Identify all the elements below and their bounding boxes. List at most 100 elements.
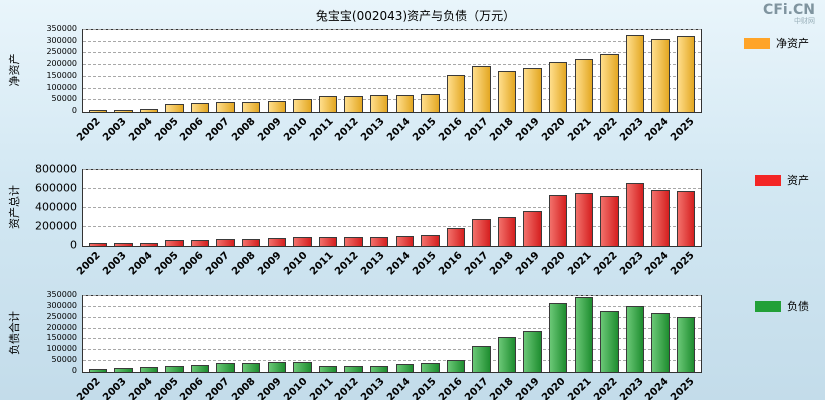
legend-total-liabilities: 负债 [755, 298, 809, 314]
gridline [83, 188, 701, 189]
x-tick-label: 2019 [514, 116, 542, 144]
bar-slot [366, 30, 392, 112]
bar-2022 [600, 53, 619, 112]
bar-slot [290, 296, 316, 372]
bar-slot [673, 30, 699, 112]
bar-2012 [344, 237, 363, 246]
legend-swatch [755, 174, 781, 186]
bar-2014 [395, 94, 414, 112]
bar-slot [341, 30, 367, 112]
bar-2024 [651, 189, 670, 246]
bar-2018 [497, 337, 517, 372]
bar-slot [392, 170, 418, 246]
bar-2017 [472, 345, 491, 372]
bar-slot [187, 296, 213, 372]
bar-slot [315, 296, 341, 372]
bar-slot [187, 30, 213, 112]
x-tick-label: 2021 [566, 116, 594, 144]
site-logo-subtext: 中财网 [794, 16, 815, 25]
bar-slot [520, 296, 546, 372]
bar-slot [85, 296, 111, 372]
y-axis-title-net-assets: 净资产 [6, 29, 22, 111]
bar-slot [469, 30, 495, 112]
legend-net-assets: 净资产 [744, 35, 809, 51]
bar-2013 [369, 95, 389, 112]
x-tick-label: 2012 [333, 116, 362, 144]
bar-2015 [421, 362, 440, 372]
gridline [83, 87, 701, 89]
bar-slot [111, 170, 137, 246]
bar-2012 [344, 95, 363, 112]
y-axis-ticks: 0 50000 100000 150000 200000 250000 300000 3500… [22, 25, 82, 115]
bar-2005 [165, 365, 184, 372]
plot-column: 2002 2003 2004 2005 2006 2007 2008 2009 2010 2011… [75, 169, 702, 277]
x-tick-label: 2022 [591, 376, 620, 400]
bar-2019 [523, 331, 542, 372]
y-tick-label: 50000 [51, 355, 77, 365]
bar-2015 [421, 234, 440, 246]
x-tick-label: 2015 [411, 250, 439, 278]
x-tick-label: 2011 [307, 250, 336, 278]
gridline [83, 295, 701, 296]
bar-2020 [548, 302, 568, 372]
legend-total-assets: 资产 [755, 172, 809, 188]
y-tick-label: 200000 [46, 59, 77, 69]
bar-slot [545, 170, 571, 246]
bar-slot [673, 170, 699, 246]
x-tick-label: 2016 [436, 250, 465, 278]
bar-2003 [114, 243, 133, 246]
x-tick-label: 2009 [256, 116, 284, 144]
bar-2009 [267, 238, 287, 246]
x-tick-label: 2007 [204, 376, 232, 400]
legend-label: 负债 [787, 300, 809, 313]
bar-2009 [267, 101, 287, 112]
y-tick-label: 250000 [46, 47, 77, 57]
bar-slot [520, 30, 546, 112]
bar-2016 [446, 227, 466, 246]
x-tick-label: 2009 [256, 250, 284, 278]
x-tick-label: 2002 [75, 116, 103, 144]
x-tick-label: 2017 [462, 250, 491, 278]
gridline [83, 52, 701, 54]
x-tick-label: 2017 [462, 376, 491, 400]
x-tick-label: 2007 [204, 250, 232, 278]
y-axis-title-text: 净资产 [8, 53, 21, 87]
y-tick-label: 200000 [35, 219, 77, 233]
bar-slot [136, 296, 162, 372]
x-tick-label: 2013 [359, 376, 387, 400]
bar-2004 [139, 242, 159, 246]
y-axis-title-total-liabilities: 负债合计 [6, 295, 22, 371]
y-tick-label: 400000 [35, 200, 77, 214]
x-tick-label: 2022 [591, 116, 620, 144]
bar-2005 [165, 240, 184, 246]
y-tick-label: 200000 [46, 322, 77, 332]
y-axis-title-total-assets: 资产总计 [6, 169, 22, 245]
x-tick-label: 2006 [178, 250, 207, 278]
bar-series [83, 170, 701, 246]
x-tick-label: 2004 [126, 376, 155, 400]
bar-slot [85, 170, 111, 246]
x-tick-label: 2014 [385, 116, 413, 144]
bar-slot [571, 170, 597, 246]
bar-slot [597, 170, 623, 246]
x-tick-label: 2007 [204, 116, 232, 144]
bar-slot [162, 296, 188, 372]
plot-area [82, 29, 702, 113]
x-tick-label: 2002 [75, 250, 103, 278]
bar-2018 [497, 217, 517, 246]
bar-2007 [216, 239, 235, 246]
bar-2006 [190, 103, 210, 112]
bar-2021 [574, 58, 593, 112]
x-tick-label: 2008 [230, 376, 258, 400]
bar-2014 [395, 235, 414, 246]
bar-2023 [625, 182, 645, 246]
x-tick-label: 2020 [540, 376, 568, 400]
x-axis-ticks: 2002 2003 2004 2005 2006 2007 2008 2009 2010 2011… [75, 373, 702, 400]
x-tick-label: 2023 [617, 250, 646, 278]
gridline [83, 327, 701, 329]
x-tick-label: 2013 [359, 250, 387, 278]
bar-2017 [472, 218, 491, 246]
x-tick-label: 2025 [669, 116, 697, 144]
gridline [83, 316, 701, 318]
bar-2025 [676, 35, 696, 112]
